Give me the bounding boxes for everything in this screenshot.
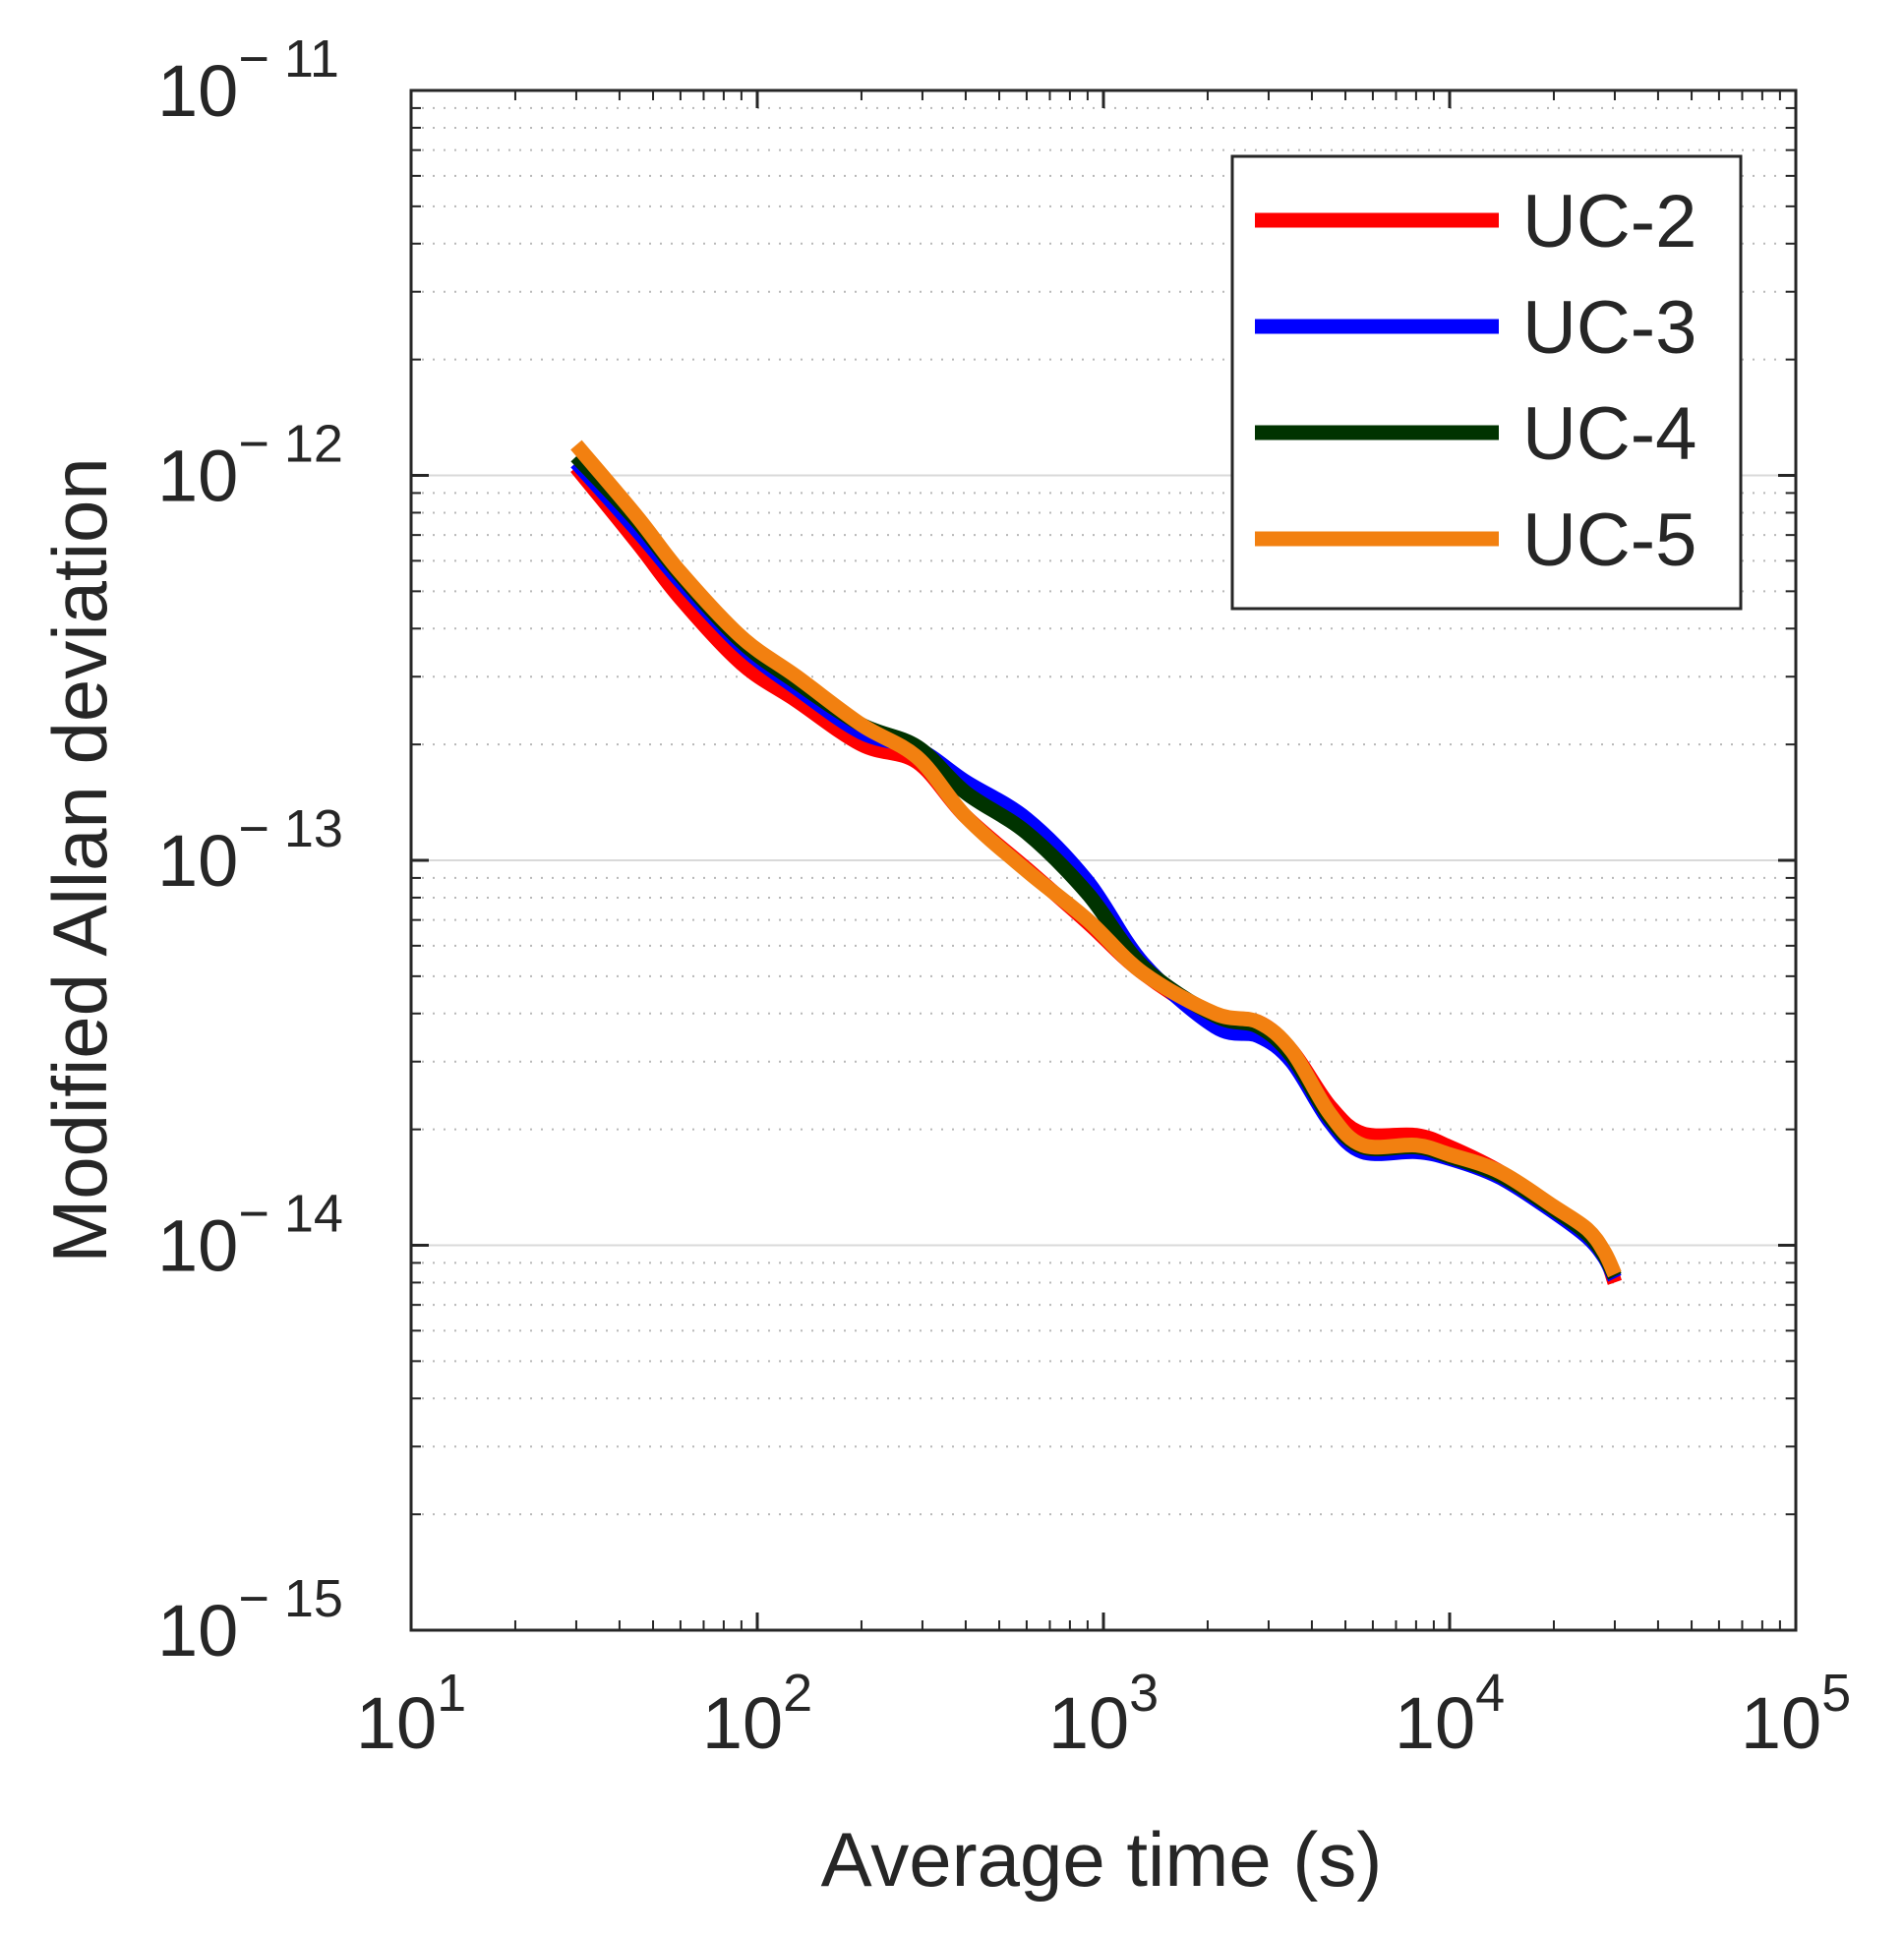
- legend-label-uc-5: UC-5: [1522, 498, 1696, 582]
- x-tick-base: 10: [702, 1682, 783, 1764]
- y-tick-exponent: − 12: [238, 415, 343, 474]
- x-tick-base: 10: [1741, 1682, 1821, 1764]
- y-tick-base: 10: [157, 436, 238, 517]
- y-tick-base: 10: [157, 50, 238, 132]
- y-tick-label: 10− 11: [157, 29, 339, 132]
- y-tick-label: 10− 12: [157, 415, 343, 517]
- legend-label-uc-3: UC-3: [1522, 286, 1696, 370]
- x-tick-exponent: 2: [783, 1664, 812, 1723]
- x-tick-base: 10: [1048, 1682, 1129, 1764]
- x-tick-label: 105: [1741, 1664, 1851, 1764]
- x-tick-labels: 101 102 103 104 105: [356, 1664, 1851, 1764]
- x-tick-exponent: 3: [1129, 1664, 1159, 1723]
- legend-label-uc-2: UC-2: [1522, 180, 1696, 264]
- legend: UC-2 UC-3 UC-4 UC-5: [1230, 154, 1743, 611]
- x-tick-exponent: 5: [1821, 1664, 1851, 1723]
- x-tick-exponent: 4: [1475, 1664, 1505, 1723]
- axis-ticks: [409, 88, 1798, 1632]
- y-tick-exponent: − 11: [238, 29, 339, 88]
- x-tick-label: 101: [356, 1664, 466, 1764]
- legend-label-uc-4: UC-4: [1522, 392, 1696, 476]
- x-tick-base: 10: [1395, 1682, 1475, 1764]
- y-tick-label: 10− 14: [157, 1185, 343, 1287]
- y-axis-label: Modified Allan deviation: [36, 457, 123, 1263]
- y-tick-label: 10− 13: [157, 799, 343, 902]
- y-tick-label: 10− 15: [157, 1569, 343, 1671]
- x-axis-label: Average time (s): [821, 1816, 1383, 1903]
- series-lines: [570, 440, 1623, 1285]
- y-tick-base: 10: [157, 820, 238, 902]
- y-tick-base: 10: [157, 1205, 238, 1287]
- legend-items: UC-2 UC-3 UC-4 UC-5: [1255, 180, 1696, 582]
- y-tick-exponent: − 15: [238, 1569, 343, 1628]
- x-tick-exponent: 1: [437, 1664, 466, 1723]
- y-tick-exponent: − 14: [238, 1185, 343, 1244]
- x-tick-label: 103: [1048, 1664, 1159, 1764]
- y-tick-base: 10: [157, 1590, 238, 1671]
- x-tick-label: 102: [702, 1664, 812, 1764]
- x-tick-base: 10: [356, 1682, 437, 1764]
- series-line-uc-5: [570, 440, 1622, 1278]
- x-tick-label: 104: [1395, 1664, 1505, 1764]
- y-tick-exponent: − 13: [238, 799, 343, 858]
